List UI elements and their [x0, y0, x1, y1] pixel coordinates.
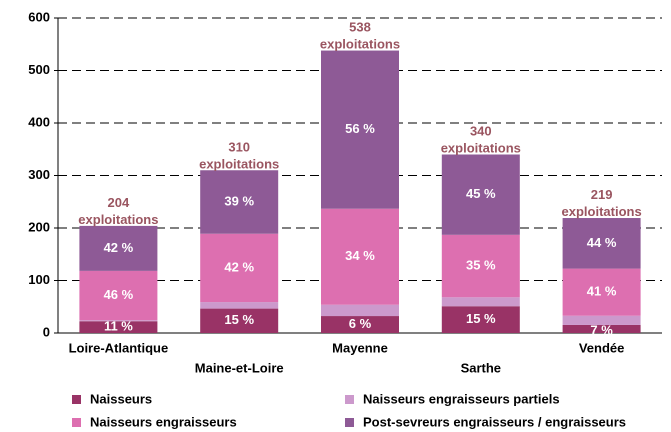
value-label: 15 % [224, 312, 254, 327]
legend-label: Naisseurs engraisseurs [90, 414, 237, 429]
x-tick-label: Sarthe [461, 360, 501, 375]
bar-segment [79, 320, 158, 322]
y-tick-label: 200 [28, 219, 50, 234]
value-label: 41 % [587, 284, 617, 299]
bar-segment [441, 306, 520, 333]
value-label: 7 % [590, 322, 613, 337]
x-tick-label: Loire-Atlantique [69, 340, 169, 355]
y-tick-label: 0 [43, 324, 50, 339]
bar-segment [79, 225, 158, 271]
value-label: 35 % [466, 258, 496, 273]
bar-segment [200, 308, 279, 333]
bar-segment [441, 154, 520, 235]
y-tick-label: 600 [28, 9, 50, 24]
legend-label: Naisseurs engraisseurs partiels [363, 391, 560, 406]
value-label: 6 % [349, 316, 372, 331]
value-label: 45 % [466, 186, 496, 201]
value-label: 56 % [345, 121, 375, 136]
value-label: 11 % [104, 319, 133, 334]
bar-segment [441, 297, 520, 307]
legend-swatch [345, 395, 354, 404]
bar-segment [200, 170, 279, 234]
bar-segment [321, 316, 399, 333]
bar-segment [200, 233, 279, 303]
value-label: 34 % [345, 248, 375, 263]
value-label: 42 % [224, 259, 254, 274]
bar-segment [79, 270, 158, 321]
legend-label: Post-sevreurs engraisseurs / engraisseur… [363, 414, 626, 429]
bar-segment [321, 50, 399, 209]
total-label: 310 exploitations [199, 140, 279, 172]
bar-segment [321, 208, 399, 305]
total-label: 538 exploitations [320, 20, 400, 52]
bar-segment [562, 324, 641, 333]
bar-segment [441, 234, 520, 298]
legend-swatch [72, 395, 81, 404]
total-label: 204 exploitations [78, 195, 158, 227]
value-label: 46 % [104, 287, 134, 302]
total-label: 340 exploitations [441, 124, 521, 156]
y-tick-label: 300 [28, 167, 50, 182]
bar-segment [562, 315, 641, 325]
x-tick-label: Vendée [579, 340, 625, 355]
value-label: 42 % [104, 240, 134, 255]
value-label: 44 % [587, 235, 617, 250]
total-label: 219 exploitations [562, 187, 642, 219]
bar-segment [79, 321, 158, 333]
x-tick-label: Mayenne [332, 340, 388, 355]
legend-label: Naisseurs [90, 391, 152, 406]
bar-segment [562, 268, 641, 316]
bar-segment [200, 302, 279, 309]
legend-swatch [345, 418, 354, 427]
bar-segment [321, 304, 399, 317]
y-tick-label: 500 [28, 62, 50, 77]
value-label: 15 % [466, 311, 496, 326]
y-tick-label: 100 [28, 272, 50, 287]
x-tick-label: Maine-et-Loire [195, 360, 284, 375]
bar-segment [562, 218, 641, 269]
value-label: 39 % [224, 193, 254, 208]
legend-swatch [72, 418, 81, 427]
y-tick-label: 400 [28, 114, 50, 129]
